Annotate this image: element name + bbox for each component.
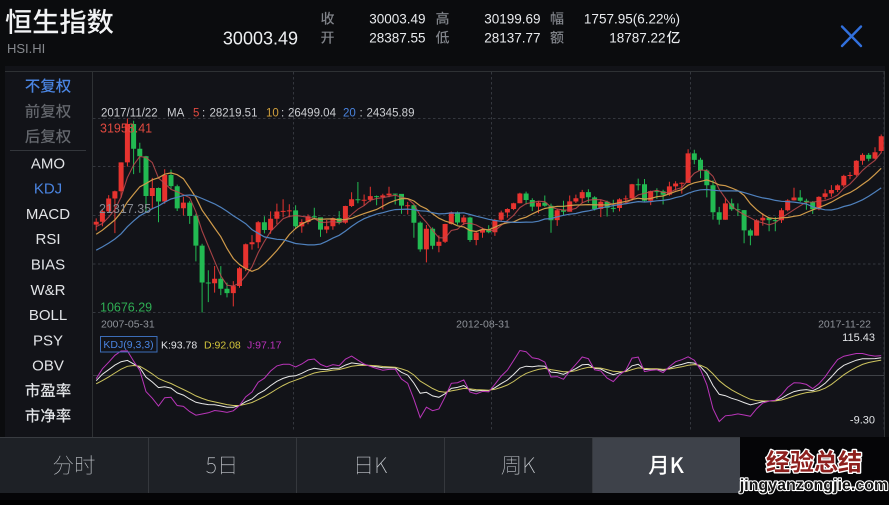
- svg-text:BIAS: BIAS: [31, 257, 65, 274]
- svg-text:D:92.08: D:92.08: [204, 340, 241, 352]
- svg-text:KDJ(9,3,3): KDJ(9,3,3): [103, 339, 153, 351]
- svg-text::: :: [281, 108, 284, 120]
- svg-text:PSY: PSY: [33, 332, 63, 349]
- svg-text:OBV: OBV: [32, 358, 64, 375]
- svg-text:28219.51: 28219.51: [210, 108, 258, 120]
- svg-text::: :: [202, 108, 205, 120]
- svg-text:AMO: AMO: [31, 155, 65, 172]
- svg-text:2017-11-22: 2017-11-22: [818, 319, 871, 331]
- svg-text:J:97.17: J:97.17: [247, 340, 282, 352]
- svg-text:W&R: W&R: [31, 282, 66, 299]
- svg-text:2012-08-31: 2012-08-31: [456, 319, 510, 331]
- svg-text:30199.69: 30199.69: [484, 12, 540, 27]
- svg-text:10676.29: 10676.29: [100, 301, 152, 315]
- svg-text:10: 10: [266, 108, 279, 120]
- svg-text:2017/11/22: 2017/11/22: [101, 108, 158, 120]
- svg-text:28387.55: 28387.55: [369, 31, 425, 46]
- svg-text:115.43: 115.43: [842, 332, 875, 344]
- svg-text:K:93.78: K:93.78: [161, 340, 197, 352]
- svg-text:21317.35: 21317.35: [99, 202, 151, 216]
- svg-text:RSI: RSI: [35, 231, 60, 248]
- svg-text:KDJ: KDJ: [34, 181, 62, 198]
- svg-text:20: 20: [343, 108, 356, 120]
- svg-text:-9.30: -9.30: [850, 415, 875, 427]
- svg-text:18787.22: 18787.22: [609, 31, 665, 46]
- svg-text:30003.49: 30003.49: [369, 12, 425, 27]
- svg-text::: :: [360, 108, 363, 120]
- svg-text:28137.77: 28137.77: [484, 31, 540, 46]
- svg-text:5: 5: [193, 108, 199, 120]
- svg-text:26499.04: 26499.04: [288, 108, 337, 120]
- svg-text:MACD: MACD: [26, 206, 70, 223]
- svg-text:31958.41: 31958.41: [100, 122, 152, 136]
- svg-text:24345.89: 24345.89: [367, 108, 415, 120]
- svg-text:1757.95(6.22%): 1757.95(6.22%): [584, 12, 680, 27]
- svg-text:2007-05-31: 2007-05-31: [101, 319, 155, 331]
- svg-text:HSI.HI: HSI.HI: [7, 41, 45, 56]
- svg-text:BOLL: BOLL: [29, 307, 67, 324]
- svg-text:MA: MA: [167, 108, 185, 120]
- svg-text:30003.49: 30003.49: [223, 29, 298, 49]
